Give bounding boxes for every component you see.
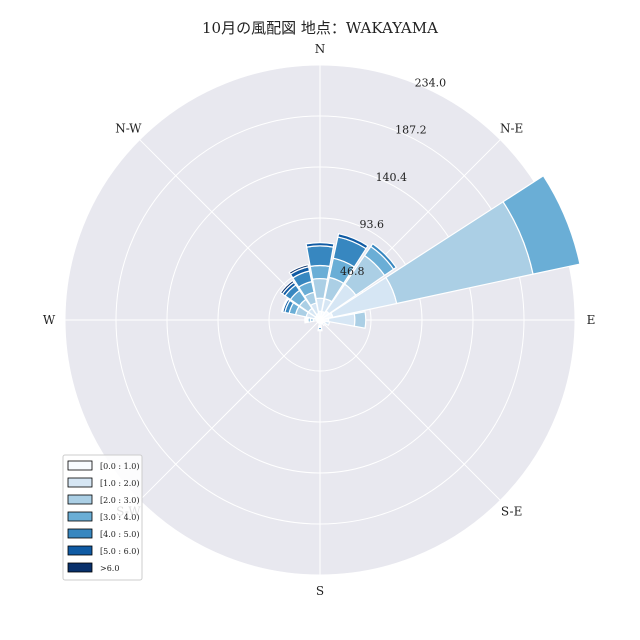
radial-tick-label: 187.2 (395, 124, 427, 137)
legend-entry-label: [5.0 : 6.0) (100, 547, 139, 556)
wind-bar-W-bin-6 (304, 316, 307, 324)
direction-label-n: N (315, 42, 326, 56)
angular-grid-line (319, 319, 501, 501)
legend-entry-label: [0.0 : 1.0) (100, 462, 139, 471)
wind-bar-NW-bin-6 (279, 279, 295, 295)
radial-tick-label: 93.6 (360, 218, 385, 231)
wind-bar-N-bin-3 (309, 264, 331, 280)
legend-entry-label: [4.0 : 5.0) (100, 530, 139, 539)
wind-bar-NNW-bin-6 (288, 263, 310, 276)
wind-bar-N-bin-4 (305, 245, 335, 268)
radial-tick-label: 140.4 (376, 171, 408, 184)
angular-grid-line (139, 319, 321, 501)
legend-swatch (67, 494, 93, 505)
radial-tick-label: 234.0 (415, 77, 447, 90)
legend-swatch (67, 545, 93, 556)
wind-bar-S-bin-5 (317, 328, 323, 332)
wind-bar-N-bin-5 (305, 242, 335, 248)
legend-entry-label: [2.0 : 3.0) (100, 496, 139, 505)
legend-swatch (67, 562, 93, 573)
wind-bar-E-bin-2 (353, 311, 367, 329)
wind-bar-ESE-bin-1 (323, 320, 331, 327)
legend-swatch (67, 528, 93, 539)
direction-label-s: S (316, 584, 324, 598)
direction-label-nw: N-W (115, 121, 142, 135)
legend-entry-label: [1.0 : 2.0) (100, 479, 139, 488)
direction-label-w: W (43, 313, 56, 327)
legend-entry-label: [3.0 : 4.0) (100, 513, 139, 522)
chart-title: 10月の風配図 地点：WAKAYAMA (202, 19, 438, 37)
wind-bar-SE-bin-1 (321, 321, 327, 327)
wind-bar-ENE-bin-3 (502, 174, 581, 275)
radial-tick-label: 46.8 (340, 265, 365, 278)
wind-bar-NNE-bin-5 (337, 232, 369, 250)
legend-swatch (67, 460, 93, 471)
direction-label-se: S-E (501, 505, 522, 519)
wind-bar-WNW-bin-6 (280, 297, 289, 313)
legend: [0.0 : 1.0) [1.0 : 2.0) [2.0 : 3.0) [3.0 : … (62, 454, 143, 581)
legend-swatch (67, 477, 93, 488)
legend-entry-label: >6.0 (100, 564, 119, 573)
direction-label-ne: N-E (500, 121, 523, 135)
legend-swatch (67, 511, 93, 522)
wind-bar-NE-bin-4 (369, 242, 398, 271)
direction-label-e: E (587, 313, 596, 327)
